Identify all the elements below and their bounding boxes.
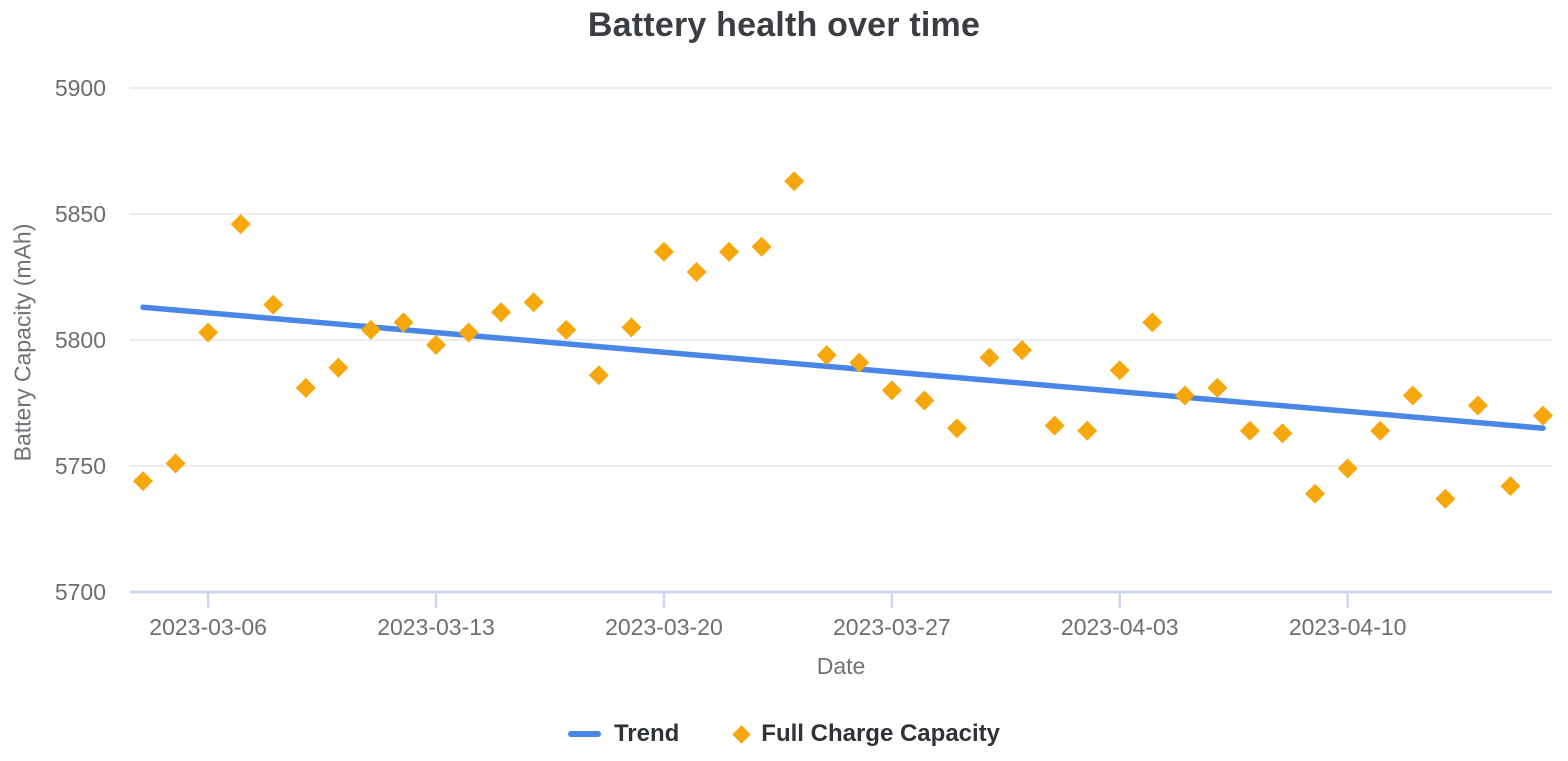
data-point[interactable]	[1272, 423, 1293, 444]
data-point[interactable]	[621, 317, 642, 338]
data-point[interactable]	[1370, 420, 1391, 441]
x-tick-label: 2023-04-10	[1289, 614, 1407, 640]
data-point[interactable]	[751, 236, 772, 257]
data-point[interactable]	[328, 357, 349, 378]
chart-title: Battery health over time	[587, 6, 981, 44]
data-point[interactable]	[946, 418, 967, 439]
data-point[interactable]	[230, 214, 251, 235]
data-point[interactable]	[1044, 415, 1065, 436]
data-point[interactable]	[1533, 405, 1553, 426]
data-point[interactable]	[914, 390, 935, 411]
data-point[interactable]	[458, 322, 479, 343]
data-point[interactable]	[1077, 420, 1098, 441]
x-tick-label: 2023-03-06	[149, 614, 267, 640]
data-point[interactable]	[1239, 420, 1260, 441]
data-point[interactable]	[198, 322, 219, 343]
trend-line[interactable]	[140, 304, 1546, 431]
data-point[interactable]	[1500, 476, 1521, 497]
y-tick-label: 5900	[55, 75, 106, 101]
data-point[interactable]	[426, 335, 447, 356]
legend-item-trend[interactable]: Trend	[567, 720, 680, 748]
y-tick-label: 5800	[55, 327, 106, 353]
data-point[interactable]	[979, 347, 1000, 368]
legend-label-trend: Trend	[613, 720, 680, 747]
data-point[interactable]	[165, 453, 186, 474]
data-point[interactable]	[1142, 312, 1163, 333]
y-tick-label: 5850	[55, 201, 106, 227]
data-point[interactable]	[491, 302, 512, 323]
legend-label-full-charge-capacity: Full Charge Capacity	[761, 720, 1001, 747]
data-point[interactable]	[1174, 385, 1195, 406]
data-point[interactable]	[1337, 458, 1358, 479]
data-point[interactable]	[1402, 385, 1423, 406]
y-tick-label: 5700	[55, 579, 106, 605]
y-tick-label: 5750	[55, 453, 106, 479]
data-point[interactable]	[523, 292, 544, 313]
data-point[interactable]	[1435, 488, 1456, 509]
x-tick-label: 2023-03-20	[605, 614, 723, 640]
data-point[interactable]	[784, 171, 805, 192]
diamond-swatch-icon	[732, 724, 751, 744]
data-point[interactable]	[556, 319, 577, 340]
x-tick-label: 2023-03-13	[377, 614, 495, 640]
data-point[interactable]	[653, 241, 674, 262]
legend-item-full-charge-capacity[interactable]: Full Charge Capacity	[732, 720, 1001, 748]
x-tick-label: 2023-03-27	[833, 614, 951, 640]
data-point[interactable]	[1305, 483, 1326, 504]
data-point[interactable]	[133, 471, 153, 492]
data-point[interactable]	[1207, 377, 1228, 398]
data-point[interactable]	[263, 294, 284, 315]
data-point[interactable]	[686, 261, 707, 282]
data-point[interactable]	[588, 365, 609, 386]
data-point[interactable]	[719, 241, 740, 262]
data-point[interactable]	[1109, 360, 1130, 381]
data-point[interactable]	[360, 319, 381, 340]
data-point[interactable]	[816, 345, 837, 366]
data-point[interactable]	[1012, 340, 1033, 361]
x-tick-label: 2023-04-03	[1061, 614, 1179, 640]
data-point[interactable]	[393, 312, 414, 333]
y-axis-title: Battery Capacity (mAh)	[9, 223, 36, 462]
chart-legend: Trend Full Charge Capacity	[0, 720, 1568, 748]
data-point[interactable]	[881, 380, 902, 401]
data-point[interactable]	[849, 352, 870, 373]
plot-area: 5900 5850 5800 5750 5700 2023-03-06 2023-03-13…	[55, 75, 1553, 640]
data-point[interactable]	[1467, 395, 1488, 416]
x-axis-title: Date	[816, 653, 866, 679]
data-point[interactable]	[295, 377, 316, 398]
trend-line-swatch-icon	[567, 731, 601, 737]
